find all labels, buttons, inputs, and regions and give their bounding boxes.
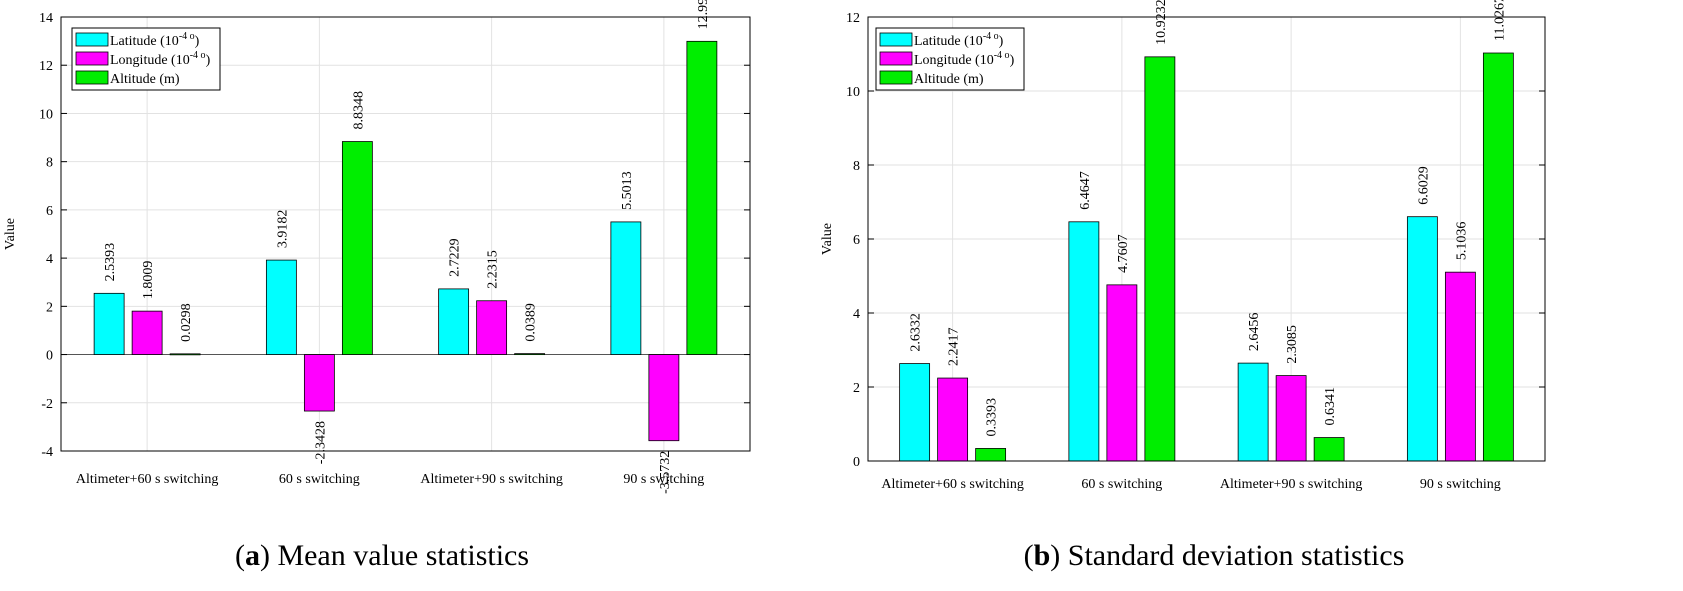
- y-tick-label: -2: [41, 397, 53, 412]
- x-tick-label: 60 s switching: [279, 472, 360, 487]
- figure-caption: (b) Standard deviation statistics: [1024, 539, 1405, 572]
- legend-label: Latitude (10-4 o): [914, 31, 1004, 49]
- y-axis-label: Value: [820, 223, 835, 255]
- data-label: 10.9232: [1154, 0, 1169, 45]
- y-tick-label: 6: [46, 204, 53, 219]
- legend-label: Altitude (m): [914, 72, 984, 87]
- bar-altitude: [1144, 56, 1176, 462]
- bar-latitude: [1406, 216, 1438, 462]
- bar-latitude: [438, 288, 470, 355]
- bar-longitude: [131, 310, 163, 355]
- data-label: 11.0267: [1492, 0, 1507, 41]
- data-label: 2.6456: [1247, 313, 1262, 352]
- data-label: 2.5393: [103, 243, 118, 282]
- figure-caption: (a) Mean value statistics: [235, 539, 529, 572]
- y-tick-label: 4: [46, 252, 53, 267]
- data-label: 4.7607: [1116, 234, 1131, 273]
- y-tick-label: 10: [39, 107, 53, 122]
- legend-swatch: [75, 70, 109, 85]
- legend-swatch: [879, 32, 913, 47]
- y-axis-label: Value: [3, 218, 18, 250]
- legend-swatch: [75, 51, 109, 66]
- y-tick-label: 2: [853, 381, 860, 396]
- x-tick-label: Altimeter+60 s switching: [76, 472, 218, 487]
- data-label: 6.6029: [1416, 166, 1431, 205]
- bar-longitude: [937, 377, 969, 462]
- data-label: 2.7229: [448, 238, 463, 277]
- bar-altitude: [514, 353, 546, 356]
- y-tick-label: 0: [46, 349, 53, 364]
- data-label: 2.3085: [1285, 325, 1300, 364]
- data-label: -2.3428: [313, 421, 328, 464]
- x-tick-label: Altimeter+90 s switching: [420, 472, 562, 487]
- bar-latitude: [1237, 362, 1269, 462]
- legend-swatch: [879, 51, 913, 66]
- bar-longitude: [476, 300, 508, 355]
- bar-latitude: [1068, 221, 1100, 462]
- data-label: 8.8348: [351, 91, 366, 130]
- chart-2: 2.6332 2.2417 0.3393 Altimeter+60 s switchi…: [820, 0, 1546, 572]
- bar-latitude: [93, 292, 125, 355]
- legend-label: Longitude (10-4 o): [914, 50, 1015, 68]
- data-label: 0.0298: [179, 303, 194, 342]
- x-tick-label: 90 s switching: [1420, 477, 1501, 492]
- bar-latitude: [899, 363, 931, 462]
- legend-swatch: [879, 70, 913, 85]
- legend-label: Longitude (10-4 o): [110, 50, 211, 68]
- data-label: 2.2315: [486, 250, 501, 289]
- y-tick-label: 12: [39, 59, 53, 74]
- y-tick-label: 2: [46, 300, 53, 315]
- legend-swatch: [75, 32, 109, 47]
- legend: Latitude (10-4 o)Longitude (10-4 o) Altit…: [71, 27, 221, 91]
- data-label: 1.8009: [141, 261, 156, 300]
- bar-longitude: [648, 354, 680, 442]
- data-label: 6.4647: [1078, 171, 1093, 210]
- data-label: 5.5013: [620, 171, 635, 210]
- data-label: 2.6332: [909, 313, 924, 352]
- bar-altitude: [1313, 437, 1345, 462]
- axes-box: [867, 16, 1546, 462]
- x-tick-label: Altimeter+60 s switching: [881, 477, 1023, 492]
- y-tick-label: 14: [39, 11, 53, 26]
- data-label: -3.5732: [658, 451, 673, 494]
- y-tick-label: 8: [853, 159, 860, 174]
- bar-longitude: [303, 354, 335, 412]
- bar-latitude: [610, 221, 642, 355]
- y-tick-label: 8: [46, 156, 53, 171]
- y-tick-label: 0: [853, 455, 860, 470]
- bar-longitude: [1106, 284, 1138, 462]
- bar-altitude: [1482, 52, 1514, 462]
- bar-altitude: [686, 40, 718, 355]
- data-label: 2.2417: [947, 328, 962, 367]
- data-label: 0.6341: [1323, 387, 1338, 426]
- axes-box: [60, 16, 751, 452]
- bar-latitude: [265, 259, 297, 355]
- bar-longitude: [1444, 271, 1476, 462]
- y-tick-label: 10: [846, 85, 860, 100]
- x-tick-label: 90 s switching: [623, 472, 704, 487]
- bar-altitude: [975, 448, 1007, 462]
- bar-altitude: [169, 353, 201, 356]
- x-tick-label: 60 s switching: [1081, 477, 1162, 492]
- y-tick-label: -4: [41, 445, 53, 460]
- y-tick-label: 6: [853, 233, 860, 248]
- y-tick-label: 12: [846, 11, 860, 26]
- bar-altitude: [341, 141, 373, 355]
- legend-label: Altitude (m): [110, 72, 180, 87]
- data-label: 12.9913: [696, 0, 711, 29]
- data-label: 3.9182: [275, 210, 290, 249]
- x-tick-label: Altimeter+90 s switching: [1220, 477, 1362, 492]
- data-label: 0.0389: [524, 303, 539, 342]
- data-label: 0.3393: [985, 398, 1000, 437]
- data-label: 5.1036: [1454, 222, 1469, 261]
- y-tick-label: 4: [853, 307, 860, 322]
- chart-1: 2.5393 1.8009 0.0298 Altimeter+60 s switchi…: [3, 0, 751, 572]
- legend: Latitude (10-4 o)Longitude (10-4 o) Altit…: [875, 27, 1025, 91]
- bar-longitude: [1275, 375, 1307, 462]
- legend-label: Latitude (10-4 o): [110, 31, 200, 49]
